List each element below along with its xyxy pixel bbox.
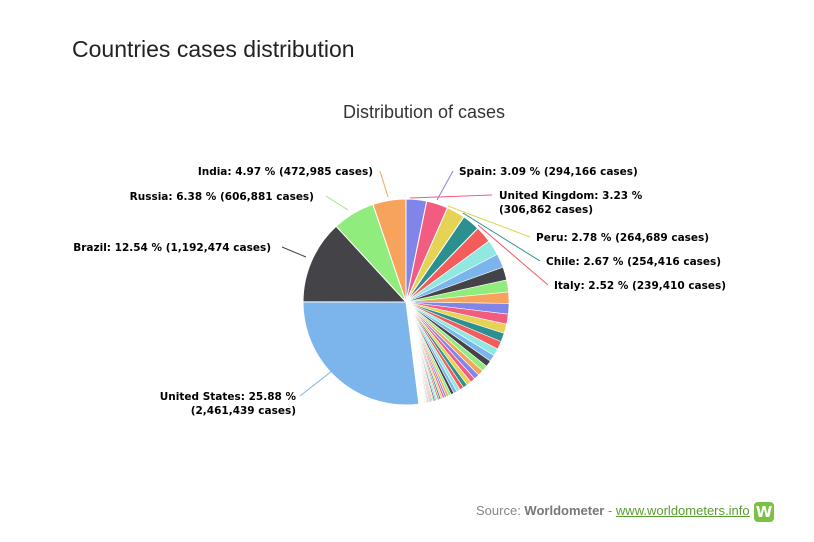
source-prefix: Source: [476, 503, 525, 518]
label-peru: Peru: 2.78 % (264,689 cases) [536, 232, 709, 244]
label-india: India: 4.97 % (472,985 cases) [198, 166, 373, 178]
slice-united-states[interactable] [302, 301, 420, 406]
pie-chart: Distribution of cases United States: 25.… [73, 102, 726, 417]
chart-title: Distribution of cases [343, 102, 505, 122]
connector-india [379, 170, 389, 198]
label-united-kingdom: United Kingdom: 3.23 % (306,862 cases) [499, 190, 643, 216]
label-spain: Spain: 3.09 % (294,166 cases) [459, 166, 638, 178]
label-chile: Chile: 2.67 % (254,416 cases) [546, 256, 721, 268]
source-link[interactable]: www.worldometers.info [615, 503, 750, 518]
label-russia: Russia: 6.38 % (606,881 cases) [130, 191, 314, 203]
connector-italy [477, 224, 549, 286]
slice-india[interactable] [372, 198, 407, 303]
connector-united-kingdom [409, 194, 493, 199]
source-separator: - [604, 503, 616, 518]
connector-russia [325, 195, 349, 211]
connector-chile [462, 212, 541, 262]
worldometer-logo-icon[interactable]: W [754, 502, 774, 522]
label-united-states: United States: 25.88 % (2,461,439 cases) [160, 391, 297, 417]
page-title: Countries cases distribution [72, 36, 355, 62]
slice-brazil[interactable] [302, 225, 408, 303]
connector-spain [436, 170, 454, 201]
connector-peru [447, 205, 531, 238]
connector-united-states [299, 370, 333, 397]
source-credit: Source: Worldometer - www.worldometers.i… [476, 503, 750, 518]
source-brand: Worldometer [524, 503, 605, 518]
connector-brazil [281, 246, 307, 258]
label-brazil: Brazil: 12.54 % (1,192,474 cases) [73, 242, 271, 254]
label-italy: Italy: 2.52 % (239,410 cases) [554, 280, 726, 292]
